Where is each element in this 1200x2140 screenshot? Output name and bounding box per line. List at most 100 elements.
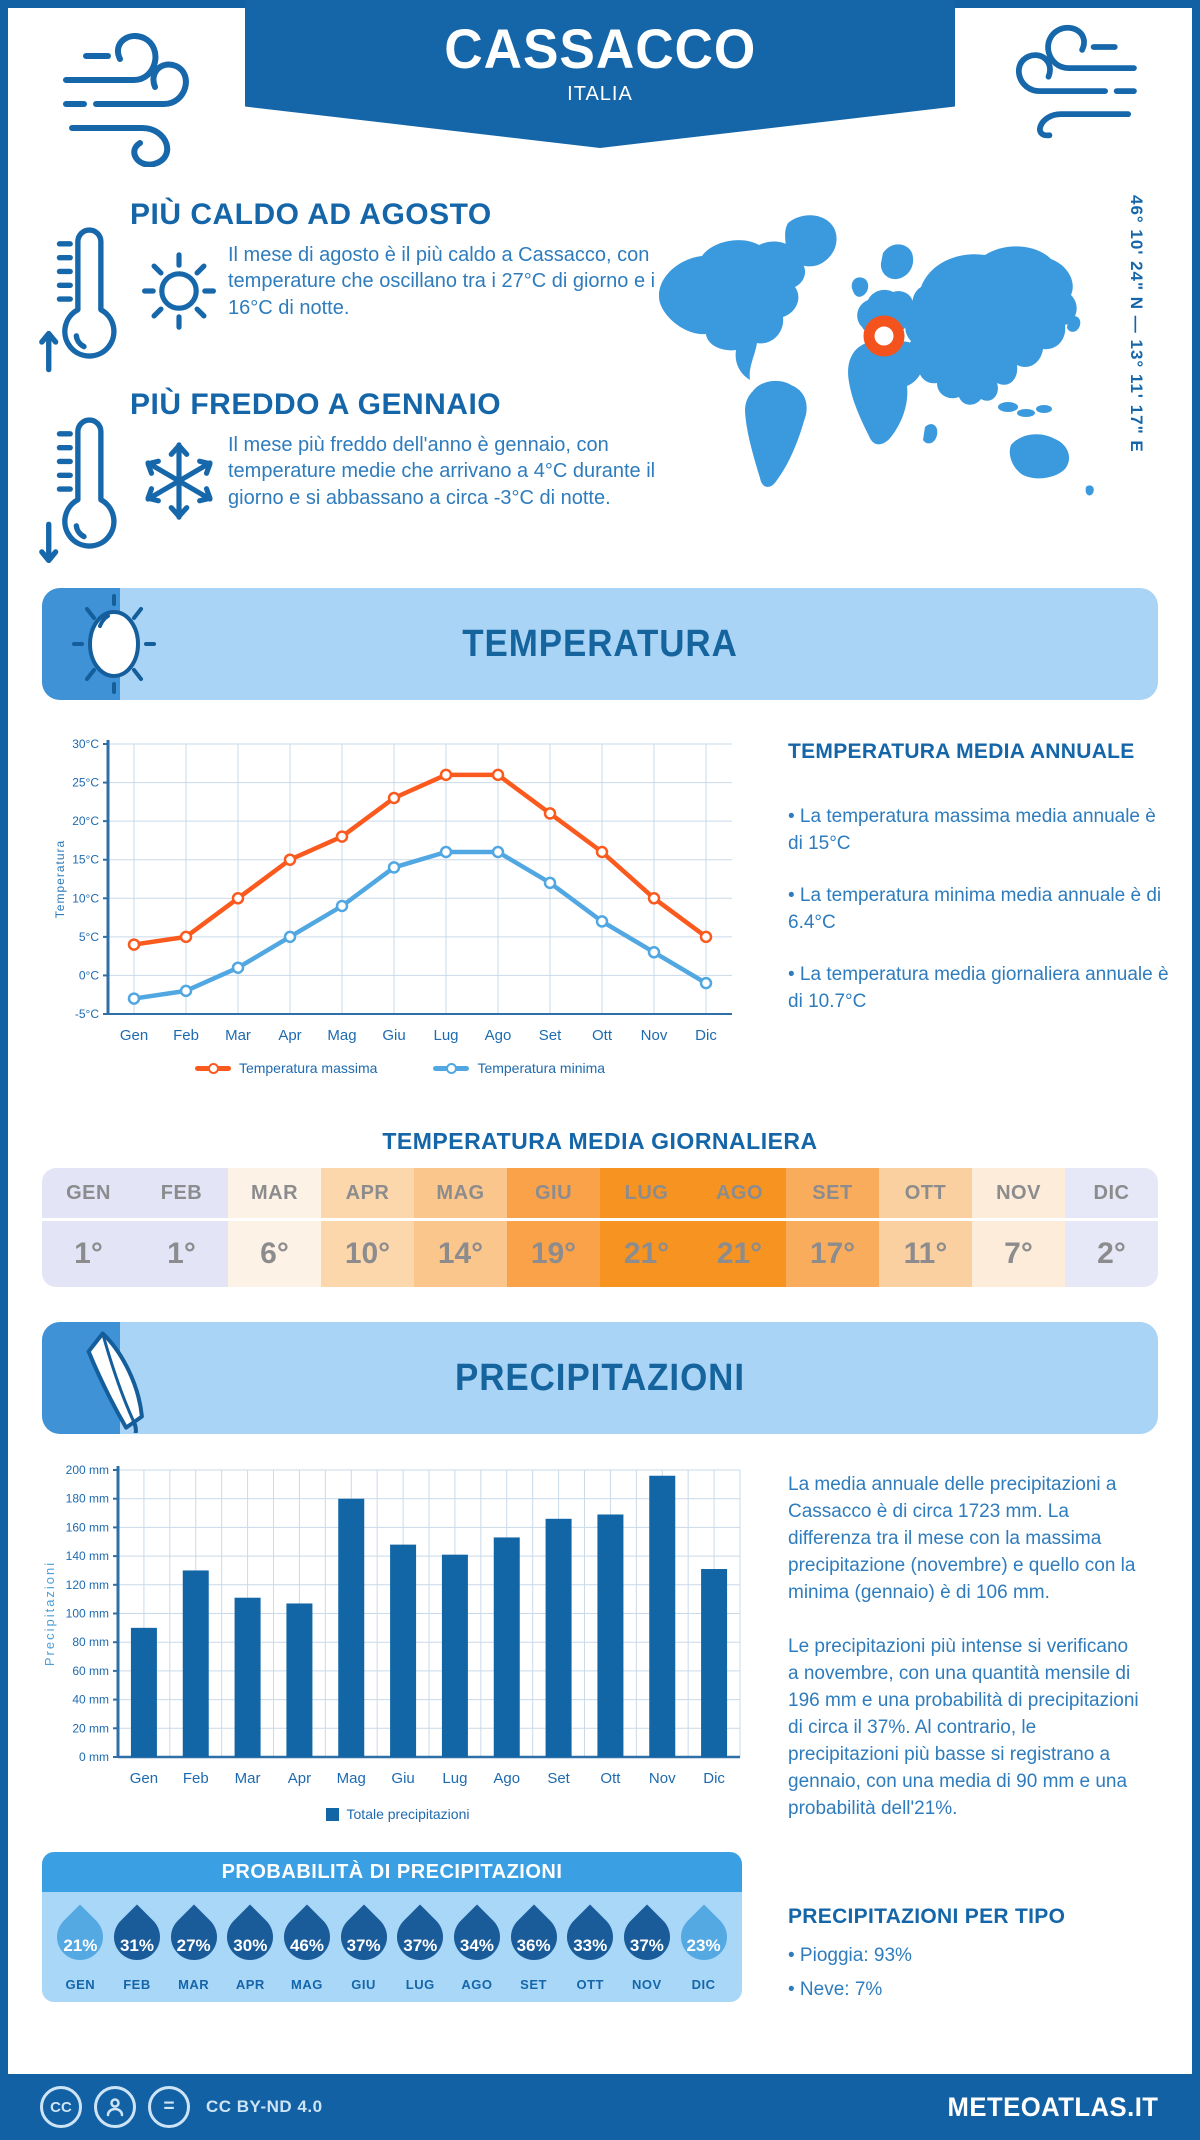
svg-text:Apr: Apr: [288, 1770, 311, 1787]
month-cell: APR: [321, 1168, 414, 1218]
svg-text:200 mm: 200 mm: [66, 1463, 109, 1477]
highlight-heading: PIÙ CALDO AD AGOSTO: [130, 198, 492, 231]
drop-month: GEN: [65, 1977, 96, 1992]
value-cell: 7°: [972, 1218, 1065, 1287]
sun-banner-icon: [72, 594, 156, 694]
drop-percent: 27%: [176, 1936, 211, 1955]
page-subtitle: ITALIA: [567, 83, 633, 105]
bar: [234, 1597, 261, 1757]
cc-icon: CC: [40, 2086, 82, 2128]
probability-drop: 34% AGO: [444, 1904, 510, 1992]
bar: [493, 1537, 520, 1757]
series-min_line: [127, 845, 713, 1005]
precipitation-section-banner: PRECIPITAZIONI: [42, 1322, 1158, 1434]
value-cell: 1°: [42, 1218, 135, 1287]
month-cell: MAG: [414, 1168, 507, 1218]
svg-text:Apr: Apr: [278, 1027, 301, 1044]
probability-drop: 21% GEN: [47, 1904, 113, 1992]
person-icon: [94, 2086, 136, 2128]
value-cell: 11°: [879, 1218, 972, 1287]
legend-item-min: Temperatura minima: [433, 1060, 605, 1076]
svg-text:15°C: 15°C: [72, 853, 99, 867]
probability-drop: 46% MAG: [274, 1904, 340, 1992]
drop-month: GIU: [351, 1977, 376, 1992]
precipitation-paragraph: La media annuale delle precipitazioni a …: [788, 1474, 1136, 1603]
probability-drop: 36% SET: [501, 1904, 567, 1992]
annual-temperature: TEMPERATURA MEDIA ANNUALE • La temperatu…: [788, 740, 1170, 1016]
highlight-heading: PIÙ FREDDO A GENNAIO: [130, 388, 502, 421]
drop-month: LUG: [405, 1977, 435, 1992]
svg-text:Dic: Dic: [703, 1770, 725, 1787]
probability-drop: 33% OTT: [557, 1904, 623, 1992]
coordinates-label: 46° 10' 24" N — 13° 11' 17" E: [1127, 195, 1146, 453]
temperature-chart: -5°C 0°C 5°C 10°C 15°C 20°C 25°C 30°C Gen Feb Mar A…: [50, 730, 750, 1065]
max-line-glyph: [194, 1062, 231, 1074]
bar: [441, 1554, 468, 1757]
per-type-bullet: • Pioggia: 93%: [788, 1945, 912, 1966]
probability-drop: 37% GIU: [331, 1904, 397, 1992]
bar: [130, 1627, 157, 1757]
month-table: GEN FEB MAR APR MAG GIU LUG AGO SET OTT NOV DIC 1° 1°…: [42, 1168, 1158, 1287]
bar: [649, 1475, 676, 1757]
bar: [545, 1518, 572, 1757]
svg-text:Giu: Giu: [391, 1770, 414, 1787]
brand-label: METEOATLAS.IT: [947, 2091, 1159, 2122]
highlight-body: Il mese più freddo dell'anno è gennaio, …: [228, 434, 656, 509]
drop-percent: 36%: [516, 1936, 551, 1955]
value-cell: 17°: [786, 1218, 879, 1287]
drop-percent: 23%: [686, 1936, 721, 1955]
month-cell: GEN: [42, 1168, 135, 1218]
value-cell: 6°: [228, 1218, 321, 1287]
per-type-bullet: • Neve: 7%: [788, 1978, 883, 2000]
drop-month: MAG: [291, 1977, 323, 1992]
drop-percent: 30%: [233, 1936, 268, 1955]
svg-text:Dic: Dic: [695, 1027, 717, 1044]
frame-right: [1192, 0, 1200, 2140]
annual-bullet: • La temperatura minima media annuale è …: [788, 885, 1162, 933]
month-cell: AGO: [693, 1168, 786, 1218]
svg-text:140 mm: 140 mm: [66, 1549, 109, 1563]
bar: [338, 1498, 365, 1757]
footer: CC = CC BY-ND 4.0 METEOATLAS.IT: [0, 2074, 1200, 2140]
drop-percent: 37%: [629, 1936, 664, 1955]
highlight-coldest: PIÙ FREDDO A GENNAIO Il mese più freddo …: [38, 388, 655, 584]
temperature-legend: Temperatura massima Temperatura minima: [50, 1060, 750, 1076]
bar: [286, 1603, 313, 1757]
precipitation-legend: Totale precipitazioni: [40, 1806, 755, 1822]
svg-text:Precipitazioni: Precipitazioni: [42, 1561, 57, 1666]
svg-text:Nov: Nov: [641, 1027, 668, 1044]
month-cell: FEB: [135, 1168, 228, 1218]
probability-panel: PROBABILITÀ DI PRECIPITAZIONI 21% GEN 31% F…: [42, 1852, 742, 2002]
drop-percent: 33%: [573, 1936, 608, 1955]
month-cell: DIC: [1065, 1168, 1158, 1218]
precipitation-text: La media annuale delle precipitazioni a …: [788, 1472, 1170, 1823]
value-cell: 10°: [321, 1218, 414, 1287]
svg-text:25°C: 25°C: [72, 776, 99, 790]
drop-month: APR: [235, 1977, 265, 1992]
annual-heading: TEMPERATURA MEDIA ANNUALE: [788, 740, 1135, 763]
drop-month: OTT: [576, 1977, 604, 1992]
svg-text:Feb: Feb: [173, 1027, 199, 1044]
month-cell: MAR: [228, 1168, 321, 1218]
page-title: CASSACCO: [443, 17, 757, 80]
probability-drop: 30% APR: [217, 1904, 283, 1992]
svg-text:Giu: Giu: [382, 1027, 405, 1044]
probability-drop: 37% NOV: [614, 1904, 680, 1992]
svg-text:Temperatura: Temperatura: [53, 840, 67, 918]
precipitation-chart: 0 mm 20 mm 40 mm 60 mm 80 mm 100 mm 120 mm 140 …: [40, 1452, 755, 1802]
svg-text:Mar: Mar: [235, 1770, 261, 1787]
month-cell: GIU: [507, 1168, 600, 1218]
month-cell: SET: [786, 1168, 879, 1218]
series-max_line: [127, 768, 713, 951]
bar: [597, 1514, 624, 1757]
thermometer-up-icon: [39, 227, 117, 373]
per-type-heading: PRECIPITAZIONI PER TIPO: [788, 1905, 1066, 1928]
svg-text:Nov: Nov: [649, 1770, 676, 1787]
probability-drop: 27% MAR: [161, 1904, 227, 1992]
drop-month: FEB: [123, 1977, 151, 1992]
svg-text:Mag: Mag: [327, 1027, 356, 1044]
section-title: PRECIPITAZIONI: [454, 1356, 745, 1399]
drop-month: DIC: [691, 1977, 716, 1992]
wind-icon: [1016, 24, 1137, 139]
